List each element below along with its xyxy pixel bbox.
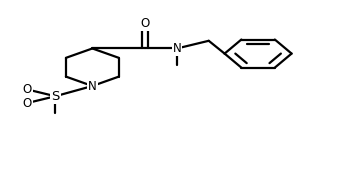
Text: N: N bbox=[88, 79, 97, 93]
Text: O: O bbox=[23, 96, 32, 110]
Text: O: O bbox=[23, 83, 32, 96]
Text: O: O bbox=[141, 17, 150, 30]
Text: N: N bbox=[173, 42, 181, 55]
Text: S: S bbox=[51, 90, 59, 103]
